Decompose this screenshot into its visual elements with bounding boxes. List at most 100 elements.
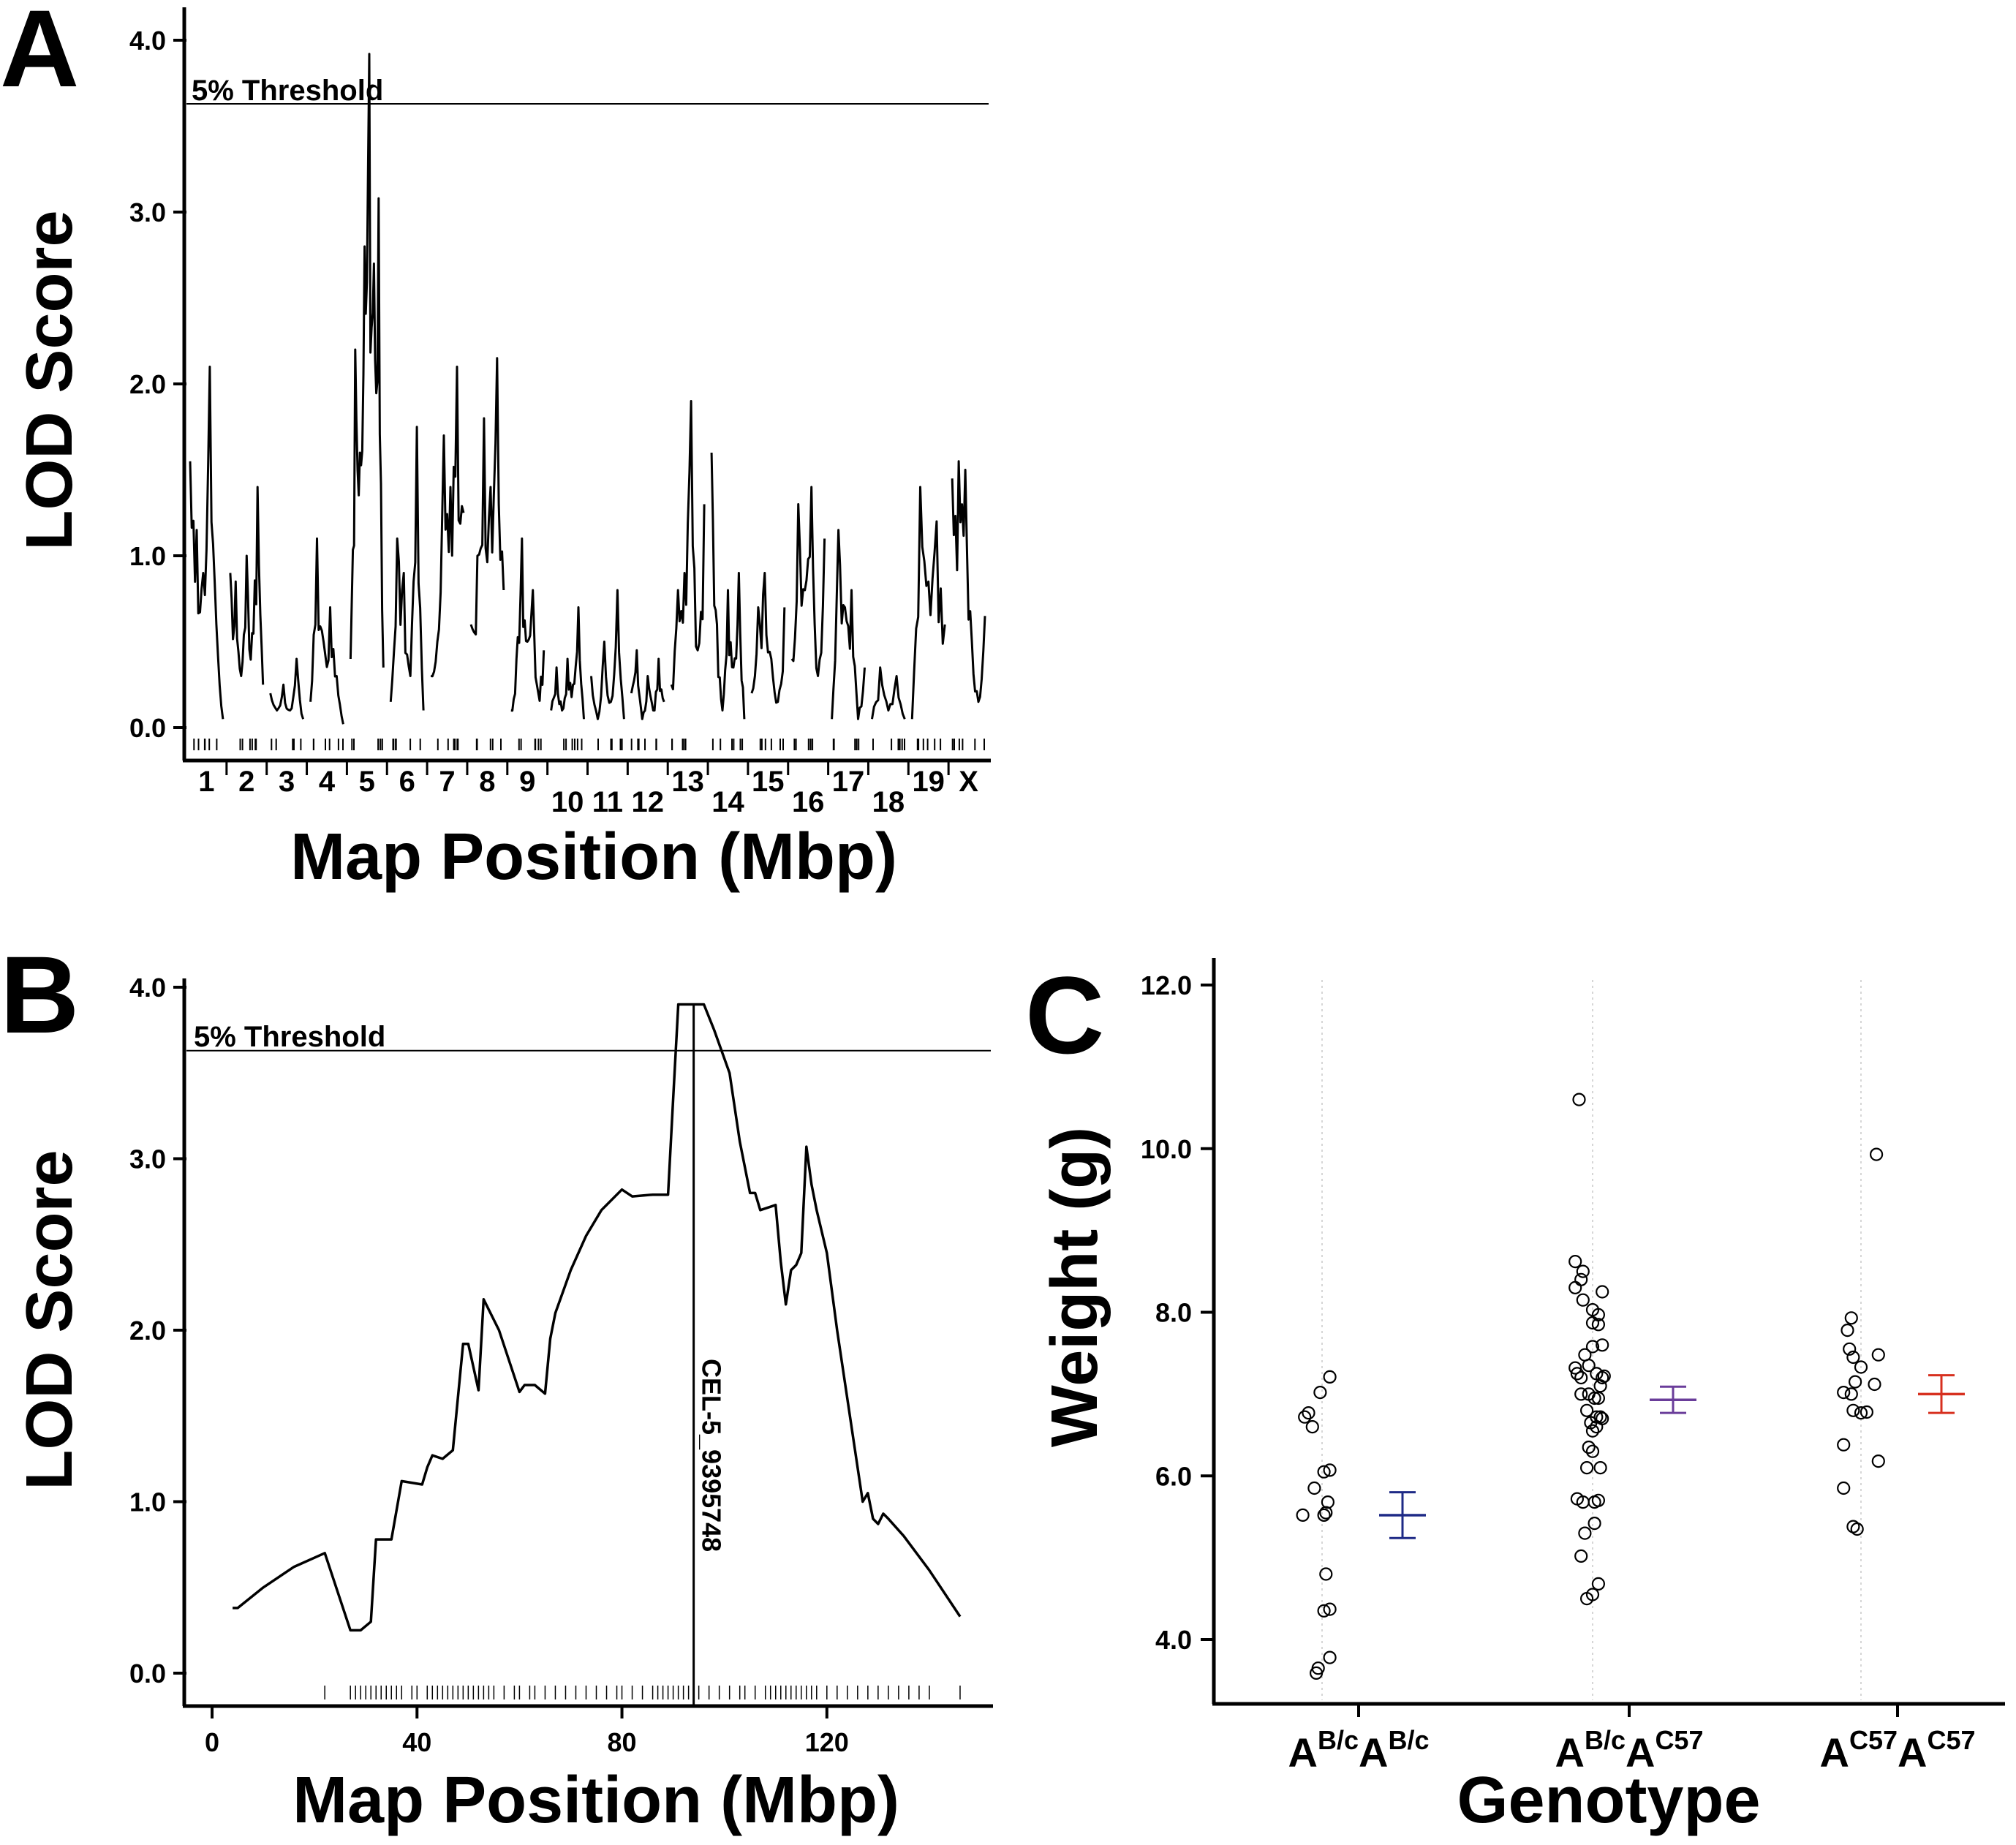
panel-c-point (1837, 1438, 1851, 1452)
panel-a-chromosome-label: 14 (711, 786, 744, 818)
panel-c-point (1570, 1367, 1584, 1381)
panel-c-point (1574, 1549, 1588, 1563)
panel-c-point (1305, 1419, 1319, 1434)
panel-c-point (1323, 1602, 1337, 1616)
panel-c-point (1585, 1316, 1600, 1330)
panel-a-chromosome-label: 17 (832, 766, 865, 798)
panel-a-lod-curve-chr-18 (871, 666, 906, 720)
panel-c-point (1841, 1323, 1854, 1337)
panel-a-lod-curve-chr-19 (910, 486, 946, 720)
panel-b-letter: B (0, 933, 79, 1056)
panel-b-threshold-label: 5% Threshold (194, 1021, 385, 1053)
panel-c-y-ticks: 4.0 6.0 8.0 10.0 12.0 (1141, 970, 1214, 1655)
panel-c-point (1574, 1370, 1588, 1385)
panel-a-y-tick-label: 0.0 (129, 713, 166, 743)
panel-c-point (1591, 1577, 1605, 1591)
panel-c-y-axis-title: Weight (g) (1038, 1127, 1111, 1447)
panel-c-point (1296, 1508, 1310, 1522)
panel-c-points (1296, 1093, 1885, 1680)
panel-a-genome-scan: A LOD Score Map Position (Mbp) 0.0 1.0 2.0… (0, 0, 991, 894)
panel-a-chromosome-label: 3 (279, 766, 295, 798)
panel-a-lod-curve-chr-3 (269, 657, 305, 720)
panel-a-lod-curve-chr-X (951, 460, 986, 703)
panel-c-point (1837, 1385, 1851, 1400)
panel-c-y-tick-label: 4.0 (1155, 1625, 1192, 1655)
panel-a-lod-curve-chr-5 (349, 53, 385, 668)
panel-b-peak-marker-label: CEL-5_9395748 (697, 1359, 727, 1552)
panel-c-point (1585, 1340, 1600, 1354)
panel-c-letter: C (1025, 954, 1104, 1076)
panel-c-y-tick-label: 6.0 (1155, 1461, 1192, 1491)
panel-a-chromosome-label: 18 (872, 786, 905, 818)
panel-b-x-ticks: 0 40 80 120 (205, 1706, 849, 1757)
panel-c-point (1868, 1377, 1881, 1392)
panel-c-point (1871, 1348, 1885, 1362)
panel-a-chromosome-label: 10 (551, 786, 584, 818)
panel-a-chromosome-label: 11 (592, 786, 623, 818)
panel-a-lod-curve-chr-6 (389, 426, 425, 711)
panel-c-point (1591, 1493, 1605, 1507)
panel-c-point (1587, 1517, 1601, 1531)
panel-c-point (1846, 1350, 1860, 1365)
panel-c-genotype-label: AB/cAC57 (1555, 1725, 1704, 1776)
panel-a-y-tick-label: 1.0 (129, 541, 166, 571)
panel-a-chromosome-label: 15 (752, 766, 785, 798)
panel-c-weight-by-genotype: C Weight (g) Genotype 4.06.08.010.012.0 … (1025, 954, 2005, 1837)
panel-b-y-tick-label: 3.0 (129, 1144, 166, 1174)
panel-a-marker-rug (193, 739, 985, 750)
panel-c-point (1596, 1338, 1609, 1352)
panel-c-point (1585, 1588, 1600, 1601)
panel-a-lod-curve-chr-4 (309, 537, 344, 725)
panel-c-point (1844, 1387, 1858, 1401)
panel-c-point (1860, 1405, 1873, 1419)
panel-c-point (1850, 1522, 1864, 1536)
panel-a-chromosome-label: 4 (319, 766, 336, 798)
panel-c-point (1596, 1370, 1609, 1385)
panel-c-point (1580, 1460, 1594, 1475)
panel-b-x-tick-label: 40 (402, 1727, 431, 1757)
panel-a-threshold-label: 5% Threshold (192, 75, 383, 107)
panel-a-letter: A (0, 0, 79, 110)
panel-b-x-axis-title: Map Position (Mbp) (292, 1764, 899, 1837)
panel-a-lod-curve-chr-16 (790, 486, 826, 677)
panel-b-y-tick-label: 0.0 (129, 1659, 166, 1689)
panel-c-point (1576, 1293, 1590, 1307)
panel-c-point (1313, 1385, 1327, 1400)
panel-b-y-ticks: 0.0 1.0 2.0 3.0 4.0 (129, 973, 186, 1689)
panel-c-genotype-label: AB/cAB/c (1288, 1725, 1430, 1776)
panel-c-point (1590, 1419, 1604, 1434)
panel-c-point (1846, 1403, 1860, 1417)
panel-b-marker-rug (324, 1686, 961, 1699)
panel-c-point (1574, 1387, 1588, 1401)
panel-a-y-tick-label: 3.0 (129, 197, 166, 227)
panel-a-chromosome-label: 1 (198, 766, 214, 798)
panel-c-point (1309, 1666, 1324, 1680)
panel-a-chromosome-label: 9 (519, 766, 535, 798)
panel-a-y-ticks: 0.0 1.0 2.0 3.0 4.0 (129, 26, 186, 743)
panel-a-lod-curve-chr-7 (430, 366, 465, 678)
panel-c-point (1568, 1254, 1582, 1269)
panel-c-point (1572, 1093, 1586, 1106)
panel-a-lod-curves (189, 53, 986, 725)
panel-a-lod-curve-chr-13 (670, 400, 706, 690)
panel-b-x-tick-label: 0 (205, 1727, 219, 1757)
panel-a-lod-curve-chr-2 (229, 486, 265, 685)
panel-c-point (1576, 1264, 1590, 1278)
panel-b-chromosome-5-scan: B LOD Score Map Position (Mbp) 0.0 1.0 2.0… (0, 933, 993, 1837)
panel-a-chromosome-label: 6 (399, 766, 415, 798)
panel-b-y-tick-label: 1.0 (129, 1487, 166, 1517)
panel-c-point (1837, 1481, 1851, 1495)
panel-c-point (1298, 1410, 1312, 1424)
panel-a-chromosome-label: 16 (792, 786, 825, 818)
panel-c-point (1870, 1147, 1884, 1161)
panel-a-lod-curve-chr-10 (550, 606, 585, 720)
panel-a-lod-curve-chr-9 (510, 537, 545, 712)
panel-c-point (1593, 1460, 1607, 1475)
panel-a-lod-curve-chr-15 (750, 572, 786, 704)
panel-a-chromosome-label: 19 (912, 766, 945, 798)
panel-c-point (1854, 1406, 1868, 1420)
panel-a-x-axis-title: Map Position (Mbp) (290, 820, 897, 894)
panel-c-point (1317, 1465, 1331, 1479)
panel-c-point (1582, 1359, 1596, 1373)
